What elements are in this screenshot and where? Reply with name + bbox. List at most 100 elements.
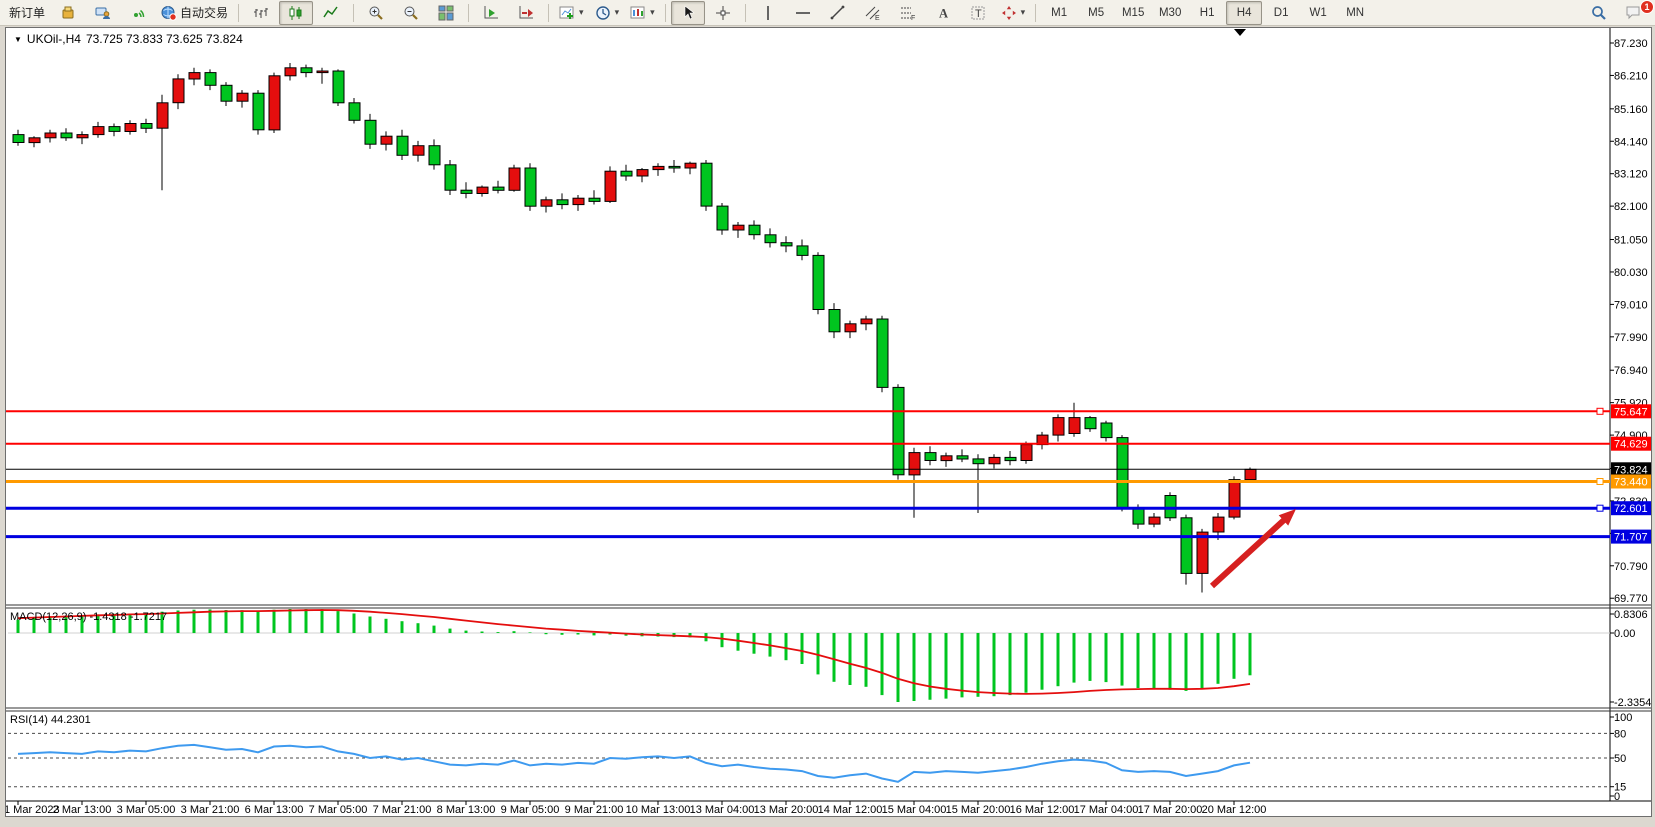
vertical-line-button[interactable] bbox=[751, 1, 785, 25]
candle bbox=[604, 166, 617, 203]
chart-menu-icon[interactable]: ▼ bbox=[14, 34, 22, 44]
price-tick-label: 80.030 bbox=[1614, 267, 1648, 279]
pane-divider[interactable] bbox=[6, 604, 1651, 609]
trendline-button[interactable] bbox=[821, 1, 855, 25]
candle bbox=[156, 94, 169, 191]
arrows-button[interactable]: ▾ bbox=[996, 1, 1031, 25]
candle bbox=[476, 185, 489, 197]
line-chart-button[interactable] bbox=[314, 1, 348, 25]
candle bbox=[316, 67, 329, 84]
price-tick-label: 84.140 bbox=[1614, 136, 1648, 148]
candles-icon bbox=[289, 5, 302, 20]
candlestick-chart-button[interactable] bbox=[279, 0, 314, 25]
line-handle[interactable] bbox=[1596, 504, 1604, 512]
chart-shift-button[interactable] bbox=[509, 1, 543, 25]
timeframe-m1[interactable]: M1 bbox=[1041, 1, 1077, 25]
text-button[interactable]: A bbox=[926, 1, 960, 25]
timeframe-d1-label: D1 bbox=[1273, 6, 1289, 19]
price-tick-label: 85.160 bbox=[1614, 104, 1648, 116]
strategy-tester-button[interactable] bbox=[86, 1, 120, 25]
candle bbox=[1180, 514, 1193, 585]
timeframe-h1[interactable]: H1 bbox=[1189, 1, 1225, 25]
candle bbox=[652, 163, 665, 176]
candle bbox=[668, 160, 681, 173]
templates-button[interactable]: ▾ bbox=[625, 1, 660, 25]
chat-button[interactable]: 1 bbox=[1617, 0, 1654, 25]
timeframe-m5[interactable]: M5 bbox=[1078, 1, 1114, 25]
candle bbox=[988, 454, 1001, 469]
time-tick-label: 16 Mar 12:00 bbox=[1010, 804, 1075, 816]
price-chart[interactable]: 87.230 86.210 85.160 84.140 83.120 82.100 81.0… bbox=[6, 28, 1651, 816]
time-tick-label: 8 Mar 13:00 bbox=[437, 804, 496, 816]
chart-shift-marker[interactable] bbox=[1234, 29, 1246, 36]
search-icon bbox=[1592, 5, 1606, 20]
periods-button[interactable]: ▾ bbox=[590, 1, 625, 25]
tile-windows-button[interactable] bbox=[429, 1, 463, 25]
crosshair-button[interactable] bbox=[706, 1, 740, 25]
new-order-button[interactable]: 新订单 bbox=[4, 1, 50, 25]
candle bbox=[268, 72, 281, 133]
autoscroll-icon bbox=[484, 5, 499, 18]
main-toolbar: 新订单 自动交易 ▾ ▾ ▾ E F A T ▾ M1 M5 M15 M30 H1 H4 D1 W1 MN 1 bbox=[0, 0, 1655, 26]
candle bbox=[124, 120, 137, 135]
search-button[interactable] bbox=[1582, 1, 1616, 25]
candle bbox=[412, 140, 425, 162]
time-tick-label: 3 Mar 05:00 bbox=[117, 804, 176, 816]
candle bbox=[716, 203, 729, 235]
timeframe-m15[interactable]: M15 bbox=[1115, 1, 1151, 25]
trend-icon bbox=[830, 5, 845, 19]
candle bbox=[492, 180, 505, 194]
horizontal-line-button[interactable] bbox=[786, 1, 820, 25]
macd-tick-label: -2.3354 bbox=[1614, 697, 1651, 709]
line-handle[interactable] bbox=[1596, 478, 1604, 485]
fibonacci-button[interactable]: F bbox=[891, 1, 925, 25]
zoom-in-button[interactable] bbox=[359, 1, 393, 25]
timeframe-d1[interactable]: D1 bbox=[1263, 1, 1299, 25]
candle bbox=[188, 67, 201, 86]
time-tick-label: 17 Mar 04:00 bbox=[1074, 804, 1139, 816]
horizontal-price-lines[interactable] bbox=[6, 407, 1610, 539]
candle bbox=[12, 129, 25, 146]
price-tick-label: 79.010 bbox=[1614, 299, 1648, 311]
timeframe-m30[interactable]: M30 bbox=[1152, 1, 1188, 25]
indicators-button[interactable]: ▾ bbox=[554, 1, 589, 25]
equidistant-channel-button[interactable]: E bbox=[856, 1, 890, 25]
trend-arrow-annotation[interactable] bbox=[1209, 509, 1296, 589]
crosshair-icon bbox=[715, 5, 730, 20]
timeframe-w1[interactable]: W1 bbox=[1300, 1, 1336, 25]
macd-axis[interactable]: 0.8306 0.00 -2.3354 bbox=[1610, 609, 1651, 709]
metaeditor-button[interactable] bbox=[51, 1, 85, 25]
autotrading-button-label: 自动交易 bbox=[180, 6, 229, 20]
timeframe-h4[interactable]: H4 bbox=[1226, 0, 1263, 25]
bar-chart-button[interactable] bbox=[244, 1, 278, 25]
candle bbox=[1084, 416, 1097, 432]
candle bbox=[60, 128, 73, 141]
macd-tick-label: 0.00 bbox=[1614, 628, 1635, 640]
macd-tick-label: 0.8306 bbox=[1614, 609, 1648, 621]
rsi-axis[interactable]: 100 80 50 150 bbox=[1610, 712, 1632, 803]
timeframe-mn[interactable]: MN bbox=[1337, 1, 1373, 25]
time-tick-label: 9 Mar 05:00 bbox=[501, 804, 560, 816]
candle bbox=[572, 195, 585, 211]
line-handle[interactable] bbox=[1596, 407, 1604, 415]
cursor-icon bbox=[684, 4, 695, 19]
candle bbox=[1228, 476, 1241, 520]
candle bbox=[732, 222, 745, 238]
zoom-out-button[interactable] bbox=[394, 1, 428, 25]
text-label-button[interactable]: T bbox=[961, 1, 995, 25]
tester-icon bbox=[95, 7, 111, 19]
price-tick-label: 83.120 bbox=[1614, 169, 1648, 181]
rsi-pane[interactable] bbox=[8, 732, 1610, 788]
pane-divider[interactable] bbox=[6, 707, 1651, 712]
candle bbox=[236, 90, 249, 108]
candle bbox=[300, 64, 313, 78]
cursor-button[interactable] bbox=[670, 0, 705, 25]
signals-button[interactable] bbox=[121, 1, 155, 25]
svg-text:A: A bbox=[939, 6, 948, 20]
autotrading-button[interactable]: 自动交易 bbox=[156, 1, 233, 25]
auto-scroll-button[interactable] bbox=[474, 1, 508, 25]
chart-window[interactable]: ▼ UKOil-,H4 73.725 73.833 73.625 73.824 … bbox=[5, 27, 1652, 817]
macd-pane[interactable] bbox=[8, 609, 1610, 703]
